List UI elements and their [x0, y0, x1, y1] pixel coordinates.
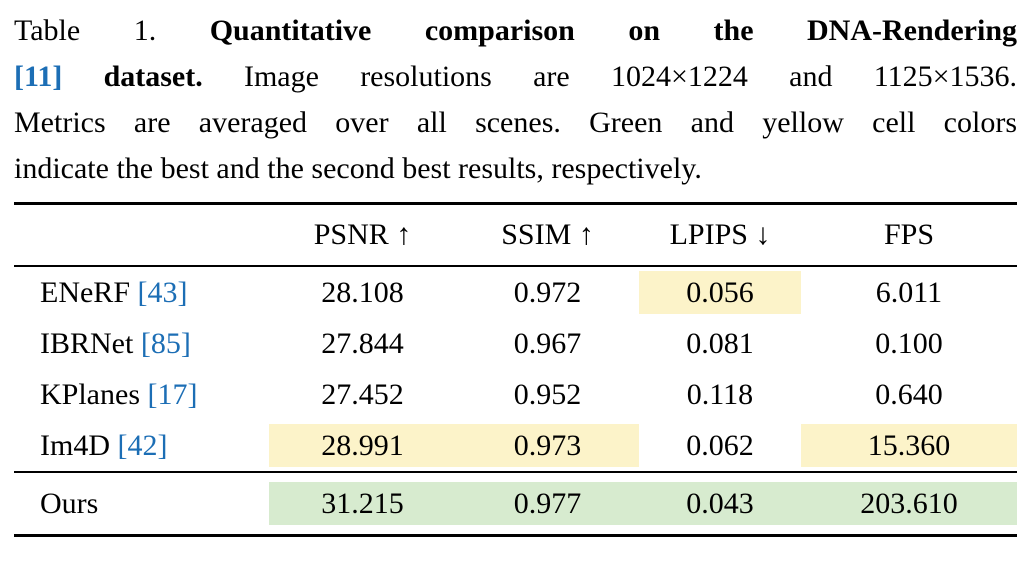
metric-value: 27.452 — [321, 377, 404, 411]
metric-value: 0.952 — [513, 377, 582, 411]
metric-value: 0.118 — [686, 377, 754, 411]
metric-value: 0.062 — [686, 428, 754, 462]
method-name: KPlanes — [40, 377, 140, 411]
col-header-ssim: SSIM ↑ — [501, 217, 594, 251]
caption-legend-text: indicate the best and the second best re… — [14, 152, 702, 185]
metric-value: 0.056 — [639, 270, 801, 314]
table-row-enerf: ENeRF [43] 28.108 0.972 0.056 6.011 — [14, 266, 1017, 318]
table-row-ibrnet: IBRNet [85] 27.844 0.967 0.081 0.100 — [14, 318, 1017, 369]
metric-value: 28.108 — [321, 275, 404, 309]
col-header-method — [14, 204, 269, 266]
metric-value: 6.011 — [875, 275, 943, 309]
metric-value: 0.081 — [686, 326, 754, 360]
caption-table-label: Table 1. — [14, 14, 157, 47]
method-name: Im4D — [40, 428, 110, 462]
caption-bold-dataset: dataset. — [103, 60, 203, 93]
table-caption: Table 1. Quantitative comparison on the … — [14, 8, 1017, 192]
metric-value: 203.610 — [801, 481, 1017, 525]
results-table: PSNR ↑ SSIM ↑ LPIPS ↓ FPS ENeRF [43] 28.… — [14, 202, 1017, 537]
method-name: Ours — [40, 486, 99, 520]
metric-value: 28.991 — [269, 423, 456, 467]
citation-link[interactable]: [43] — [137, 275, 188, 309]
caption-line-1: Table 1. Quantitative comparison on the … — [14, 8, 1017, 54]
header-row: PSNR ↑ SSIM ↑ LPIPS ↓ FPS — [14, 204, 1017, 266]
metric-value: 27.844 — [321, 326, 404, 360]
caption-line-3: Metrics are averaged over all scenes. Gr… — [14, 100, 1017, 146]
col-header-fps: FPS — [883, 217, 935, 251]
metric-value: 0.972 — [513, 275, 582, 309]
col-header-lpips: LPIPS ↓ — [669, 217, 771, 251]
citation-link[interactable]: [42] — [117, 428, 168, 462]
caption-metrics-text: Metrics are averaged over all scenes. Gr… — [14, 106, 1017, 139]
citation-link[interactable]: [85] — [140, 326, 191, 360]
caption-citation-link[interactable]: [11] — [14, 60, 63, 93]
method-name: IBRNet — [40, 326, 134, 360]
metric-value: 0.977 — [456, 481, 639, 525]
method-name: ENeRF — [40, 275, 130, 309]
metric-value: 0.640 — [875, 377, 943, 411]
metric-value: 0.100 — [875, 326, 943, 360]
caption-line-4: indicate the best and the second best re… — [14, 146, 1017, 192]
caption-resolutions-text: Image resolutions are 1024×1224 and 1125… — [243, 60, 1018, 93]
metric-value: 0.967 — [513, 326, 582, 360]
metric-value: 15.360 — [801, 423, 1017, 467]
metric-value: 0.043 — [639, 481, 801, 525]
table-1-figure: Table 1. Quantitative comparison on the … — [14, 8, 1017, 537]
caption-bold-title: Quantitative comparison on the DNA-Rende… — [209, 14, 1018, 47]
col-header-psnr: PSNR ↑ — [313, 217, 412, 251]
table-row-ours: Ours 31.215 0.977 0.043 203.610 — [14, 472, 1017, 536]
caption-line-2: [11] dataset. Image resolutions are 1024… — [14, 54, 1017, 100]
table-row-im4d: Im4D [42] 28.991 0.973 0.062 15.360 — [14, 420, 1017, 472]
metric-value: 31.215 — [269, 481, 456, 525]
metric-value: 0.973 — [456, 423, 639, 467]
citation-link[interactable]: [17] — [147, 377, 198, 411]
table-row-kplanes: KPlanes [17] 27.452 0.952 0.118 0.640 — [14, 369, 1017, 420]
